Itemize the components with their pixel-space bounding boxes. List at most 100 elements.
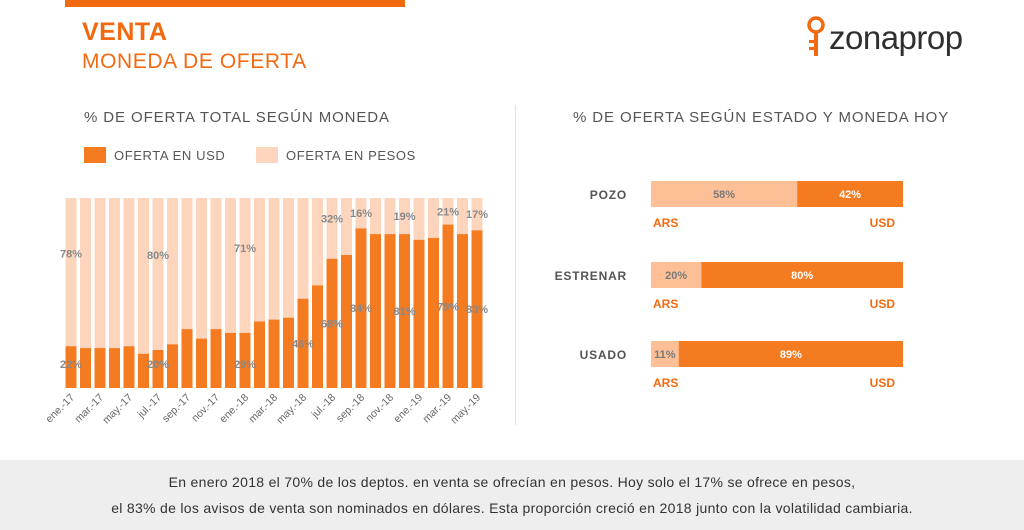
hbar-ars-2 [651, 341, 679, 367]
bar-usd-6 [152, 350, 164, 388]
bar-pesos-14 [268, 198, 280, 320]
bar-pesos-19 [341, 198, 352, 255]
legend-swatch-pesos [256, 147, 278, 163]
bar-pesos-18 [326, 198, 338, 259]
bar-pesos-28 [471, 198, 483, 231]
horizontal-bar-chart: POZO 58% 42% ARS USD ESTRENAR 20% 80% ARS USD USAD… [555, 181, 903, 390]
ars-axis-label-0: ARS [653, 216, 678, 230]
bar-pesos-0 [65, 198, 77, 347]
data-label-2: 80% [147, 250, 169, 262]
x-tick-label-13: mar.-19 [420, 392, 454, 426]
legend-label-usd: OFERTA EN USD [114, 147, 226, 163]
bar-pesos-21 [370, 198, 381, 235]
bar-usd-3 [109, 348, 120, 388]
left-chart-title: % DE OFERTA TOTAL SEGÚN MONEDA [84, 109, 390, 126]
data-label-14: 79% [437, 301, 459, 313]
bar-usd-10 [210, 329, 222, 388]
bar-usd-20 [355, 228, 367, 388]
legend-swatch-usd [84, 147, 106, 163]
bar-usd-11 [225, 332, 236, 388]
data-label-8: 68% [321, 318, 343, 330]
bar-pesos-25 [428, 198, 439, 238]
bar-pesos-16 [297, 198, 309, 299]
x-tick-label-0: ene.-17 [43, 392, 77, 426]
x-tick-label-6: ene.-18 [217, 392, 251, 426]
bar-usd-23 [399, 234, 410, 388]
bar-usd-17 [312, 285, 323, 388]
category-label-0: POZO [590, 188, 627, 202]
bar-pesos-12 [239, 198, 251, 333]
bar-usd-21 [370, 234, 381, 388]
usd-axis-label-1: USD [870, 297, 896, 311]
bar-pesos-10 [210, 198, 222, 330]
ars-axis-label-1: ARS [653, 297, 678, 311]
bar-pesos-27 [457, 198, 468, 235]
ars-axis-label-2: ARS [653, 376, 678, 390]
hbar-usd-label-0: 42% [839, 189, 861, 201]
hbar-usd-label-1: 80% [791, 270, 813, 282]
bar-usd-9 [196, 338, 207, 388]
bar-usd-16 [297, 298, 309, 388]
data-label-15: 17% [466, 209, 488, 221]
bar-usd-13 [254, 321, 265, 388]
bar-pesos-4 [123, 198, 135, 347]
right-chart-title: % DE OFERTA SEGÚN ESTADO Y MONEDA HOY [573, 109, 950, 126]
panel-divider [515, 105, 516, 425]
bar-usd-0 [65, 346, 77, 388]
hbar-usd-1 [701, 262, 903, 288]
bar-usd-25 [428, 237, 439, 388]
bar-pesos-8 [181, 198, 193, 330]
x-tick-label-4: sep.-17 [160, 392, 193, 425]
data-label-6: 46% [292, 338, 314, 350]
bar-usd-7 [167, 344, 178, 388]
data-label-16: 83% [466, 304, 488, 316]
hbar-ars-label-1: 20% [665, 270, 687, 282]
bar-pesos-3 [109, 198, 120, 349]
hbar-ars-label-2: 11% [654, 349, 676, 361]
zonaprop-logo: zonaprop [805, 16, 1005, 62]
x-tick-label-5: nov.-17 [189, 392, 222, 425]
x-tick-label-12: ene.-19 [391, 392, 425, 426]
bar-usd-28 [471, 230, 483, 388]
data-label-12: 81% [393, 306, 415, 318]
hbar-ars-1 [651, 262, 702, 288]
usd-axis-label-0: USD [870, 216, 896, 230]
bar-pesos-9 [196, 198, 207, 339]
x-tick-label-8: may.-18 [274, 392, 309, 427]
data-label-7: 32% [321, 213, 343, 225]
x-tick-label-14: may.-19 [448, 392, 483, 427]
x-tick-label-10: sep.-18 [334, 392, 367, 425]
stacked-bar-chart: 78% 22% 80% 20% 71% 29% 46% 32% 68% 16% 84% 19% 81% 2… [43, 198, 488, 427]
bar-pesos-26 [442, 198, 454, 225]
bar-usd-22 [384, 234, 396, 388]
bar-pesos-23 [399, 198, 410, 235]
data-label-10: 84% [350, 303, 372, 315]
footer-line-1: En enero 2018 el 70% de los deptos. en v… [168, 474, 856, 490]
bar-usd-27 [457, 234, 468, 388]
bar-pesos-22 [384, 198, 396, 235]
hbar-ars-label-0: 58% [713, 189, 735, 201]
bar-pesos-7 [167, 198, 178, 345]
bar-pesos-13 [254, 198, 265, 322]
data-label-3: 20% [147, 359, 169, 371]
data-label-13: 21% [437, 206, 459, 218]
footer-note: En enero 2018 el 70% de los deptos. en v… [0, 460, 1024, 530]
page-title: VENTA [82, 18, 168, 46]
bar-usd-15 [283, 317, 294, 388]
bar-usd-19 [341, 255, 352, 388]
bar-pesos-24 [413, 198, 425, 240]
data-label-4: 71% [234, 243, 256, 255]
bar-pesos-6 [152, 198, 164, 350]
x-tick-label-2: may.-17 [100, 392, 135, 427]
data-label-5: 29% [234, 359, 256, 371]
bar-usd-4 [123, 346, 135, 388]
bar-usd-24 [413, 239, 425, 388]
bar-usd-26 [442, 224, 454, 388]
bar-usd-1 [80, 348, 91, 388]
bar-pesos-5 [138, 198, 149, 354]
data-label-1: 22% [60, 359, 82, 371]
category-label-1: ESTRENAR [555, 269, 627, 283]
hbar-ars-0 [651, 181, 798, 207]
page-subtitle: MONEDA DE OFERTA [82, 50, 307, 73]
bar-pesos-17 [312, 198, 323, 286]
